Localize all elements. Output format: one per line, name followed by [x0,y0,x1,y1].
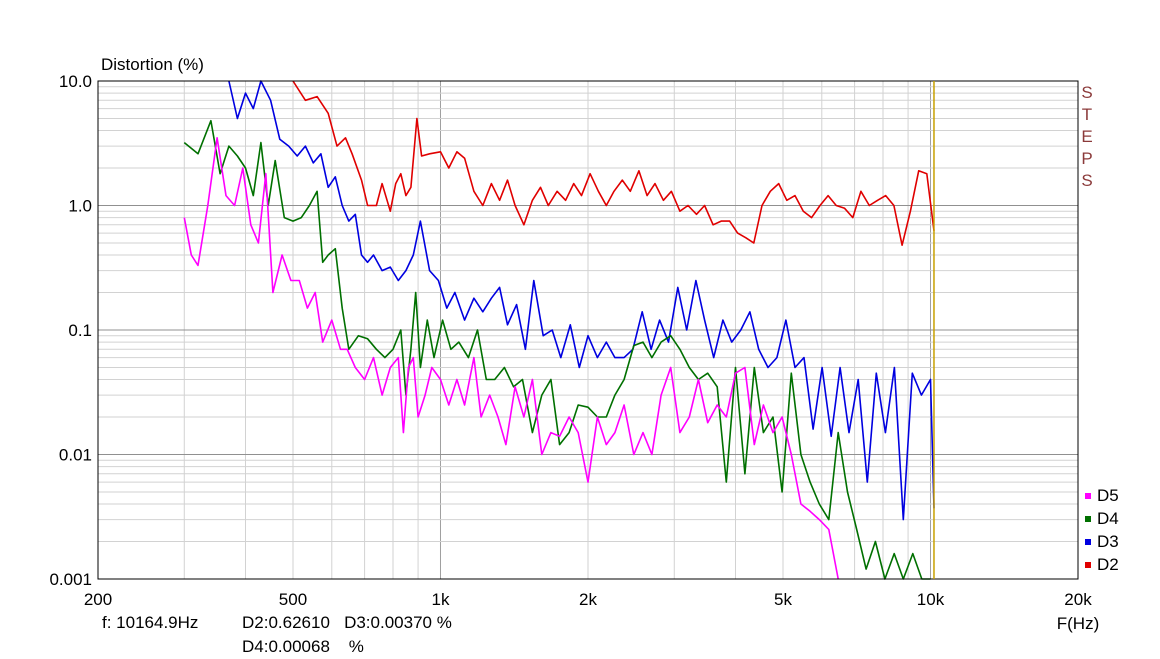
plot-frame [97,80,1079,580]
x-tick-labels: 200 500 1k 2k 5k 10k 20k [84,590,1092,609]
legend: D5 D4 D3 D2 [1085,486,1119,574]
legend-swatch-d2 [1085,562,1091,568]
chart-title: Distortion (%) [101,55,204,74]
y-tick-labels: 10.0 1.0 0.1 0.01 0.001 [49,72,92,589]
series-line-d4 [183,119,931,580]
steps-letter: S [1081,171,1092,190]
x-tick-label: 500 [279,590,307,609]
steps-letter: E [1081,127,1092,146]
y-tick-label: 0.01 [59,446,92,465]
x-axis-label: F(Hz) [1057,614,1099,633]
cursor-value-readout-1: D2:0.62610 D3:0.00370 % [242,613,452,632]
steps-letter: T [1082,105,1092,124]
x-tick-label: 2k [579,590,597,609]
series-layer [183,80,935,580]
x-tick-label: 1k [432,590,450,609]
y-tick-label: 1.0 [68,197,92,216]
legend-swatch-d3 [1085,539,1091,545]
x-tick-label: 20k [1064,590,1092,609]
legend-swatch-d5 [1085,493,1091,499]
cursor-frequency-readout: f: 10164.9Hz [102,613,199,632]
cursor-value-readout-2: D4:0.00068 % [242,637,364,656]
series-line-d5 [183,137,839,580]
legend-label-d2: D2 [1097,555,1119,574]
steps-letter: S [1081,83,1092,102]
grid [97,81,1079,579]
x-tick-label: 10k [917,590,945,609]
legend-label-d5: D5 [1097,486,1119,505]
steps-letter: P [1081,149,1092,168]
y-tick-label: 0.1 [68,321,92,340]
y-tick-label: 0.001 [49,570,92,589]
series-line-d2 [292,80,935,246]
legend-swatch-d4 [1085,516,1091,522]
x-tick-label: 200 [84,590,112,609]
series-line-d3 [228,80,935,521]
x-tick-label: 5k [774,590,792,609]
legend-label-d4: D4 [1097,509,1119,528]
legend-label-d3: D3 [1097,532,1119,551]
y-tick-label: 10.0 [59,72,92,91]
